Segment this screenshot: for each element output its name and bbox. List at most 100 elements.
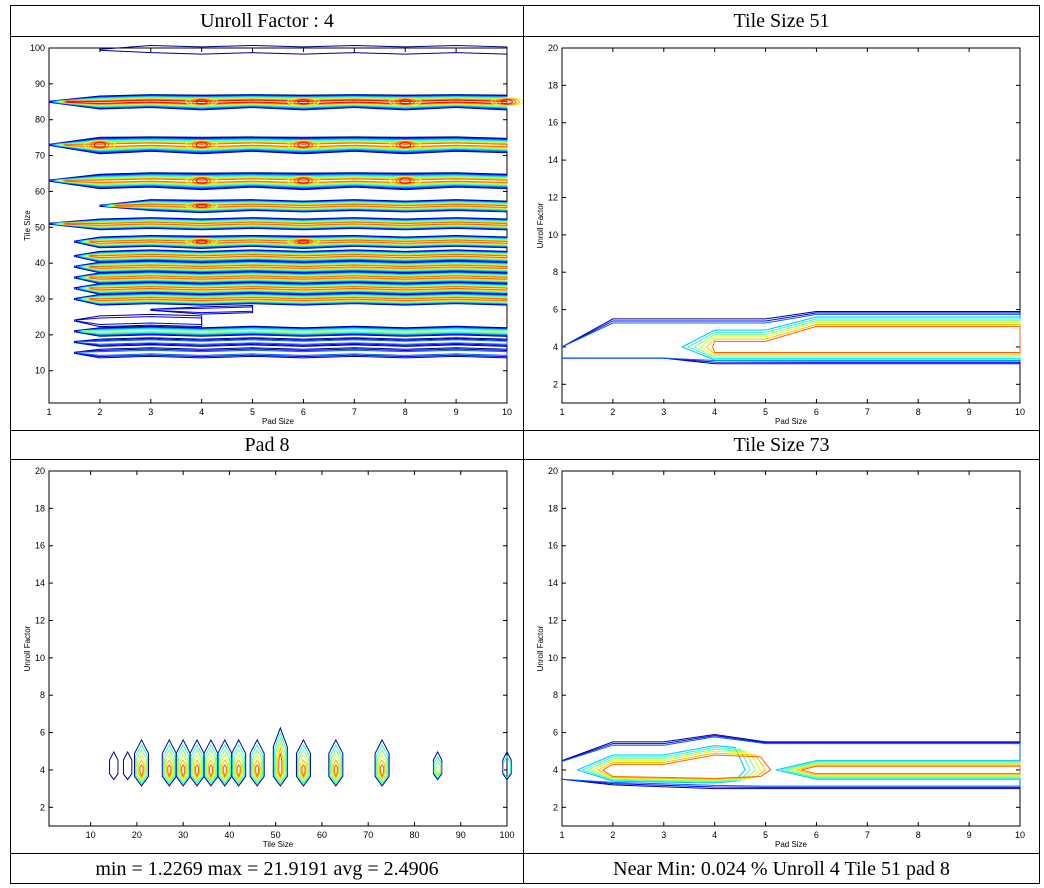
contour-band	[50, 94, 508, 110]
y-tick-label: 18	[548, 80, 558, 90]
hotspot-contour	[293, 177, 313, 185]
hotspot-contour	[297, 99, 310, 105]
contour-band	[83, 237, 508, 246]
contour-blob	[180, 758, 187, 779]
contour-blob	[134, 738, 150, 787]
contour-band	[85, 295, 508, 303]
contour-band	[77, 282, 508, 294]
hotspot-contour	[490, 97, 523, 107]
hotspot-contour	[195, 203, 208, 208]
panel-title-tile-size-73: Tile Size 73	[733, 434, 830, 456]
contour-band	[54, 138, 508, 152]
hotspot-contour	[392, 98, 419, 106]
contour-band	[75, 249, 508, 263]
contour-blob	[332, 758, 339, 779]
y-tick-label: 10	[35, 366, 45, 376]
contour-blob	[328, 738, 344, 787]
contour-band	[83, 295, 508, 303]
x-tick-label: 20	[132, 830, 142, 840]
contour-band	[79, 236, 508, 248]
contour-line	[597, 752, 767, 780]
x-tick-label: 2	[610, 407, 615, 417]
y-tick-label: 4	[40, 765, 45, 775]
hotspot-contour	[185, 202, 219, 210]
x-tick-label: 4	[712, 407, 717, 417]
table-border-top	[10, 5, 1040, 6]
contour-band	[81, 273, 508, 282]
hotspot-contour	[192, 98, 212, 105]
contour-blob	[109, 750, 119, 781]
hotspot-contour	[188, 140, 215, 150]
contour-band	[81, 283, 508, 293]
y-tick-label: 8	[553, 690, 558, 700]
contour-band	[77, 250, 508, 262]
plot-frame	[561, 47, 1021, 404]
contour-blob	[193, 758, 201, 779]
contour-band	[89, 296, 508, 302]
contour-line	[694, 320, 1021, 358]
y-tick-label: 4	[553, 765, 558, 775]
panel-title-pad-8: Pad 8	[244, 434, 290, 456]
contour-band	[152, 306, 254, 314]
contour-blob	[205, 748, 217, 783]
hotspot-contour	[290, 176, 317, 185]
y-tick-label: 70	[35, 151, 45, 161]
hotspot-contour	[399, 141, 412, 148]
contour-band	[75, 348, 508, 358]
contour-band	[150, 304, 254, 315]
contour-band	[105, 200, 508, 212]
contour-blob	[208, 764, 213, 778]
contour-band	[52, 137, 508, 153]
contour-band	[52, 95, 508, 110]
y-tick-label: 60	[35, 186, 45, 196]
hotspot-contour	[93, 141, 106, 148]
y-tick-label: 14	[548, 578, 558, 588]
contour-blob	[375, 743, 389, 785]
contour-band	[89, 239, 508, 244]
x-tick-label: 50	[271, 830, 281, 840]
contour-band	[73, 235, 508, 250]
contour-blob	[272, 726, 288, 787]
y-tick-label: 100	[30, 43, 45, 53]
contour-blob	[236, 764, 241, 778]
y-tick-label: 10	[35, 653, 45, 663]
y-tick-label: 14	[548, 155, 558, 165]
contour-band	[54, 218, 508, 229]
x-tick-label: 10	[1015, 830, 1025, 840]
contour-band	[54, 174, 508, 188]
contour-band	[87, 239, 508, 245]
y-tick-label: 12	[548, 615, 558, 625]
contour-band	[75, 260, 508, 273]
x-tick-label: 6	[814, 830, 819, 840]
contour-blob	[275, 736, 286, 783]
x-tick-label: 9	[454, 407, 459, 417]
hotspot-contour	[395, 98, 415, 105]
hotspot-contour	[395, 141, 415, 149]
contour-line	[582, 747, 751, 783]
contour-blob	[300, 758, 307, 779]
contour-band	[87, 285, 508, 291]
contour-blob	[250, 743, 264, 785]
table-border-left	[10, 5, 11, 884]
contour-blob	[277, 745, 284, 779]
x-tick-label: 8	[916, 407, 921, 417]
contour-blob	[178, 753, 188, 781]
contour-band	[81, 262, 508, 272]
contour-blob	[233, 748, 244, 783]
contour-blob	[166, 758, 173, 779]
x-tick-label: 5	[250, 407, 255, 417]
contour-band	[64, 178, 508, 184]
x-tick-label: 7	[352, 407, 357, 417]
contour-blob	[181, 764, 186, 778]
y-tick-label: 18	[548, 503, 558, 513]
y-tick-label: 20	[35, 466, 45, 476]
contour-blob	[297, 743, 310, 785]
y-tick-label: 2	[40, 802, 45, 812]
hotspot-contour	[192, 141, 212, 149]
contour-band	[83, 252, 508, 260]
contour-band	[75, 292, 508, 306]
contour-band	[85, 274, 508, 281]
hotspot-contour	[388, 97, 422, 107]
hotspot-contour	[192, 203, 212, 209]
contour-band	[89, 286, 508, 291]
